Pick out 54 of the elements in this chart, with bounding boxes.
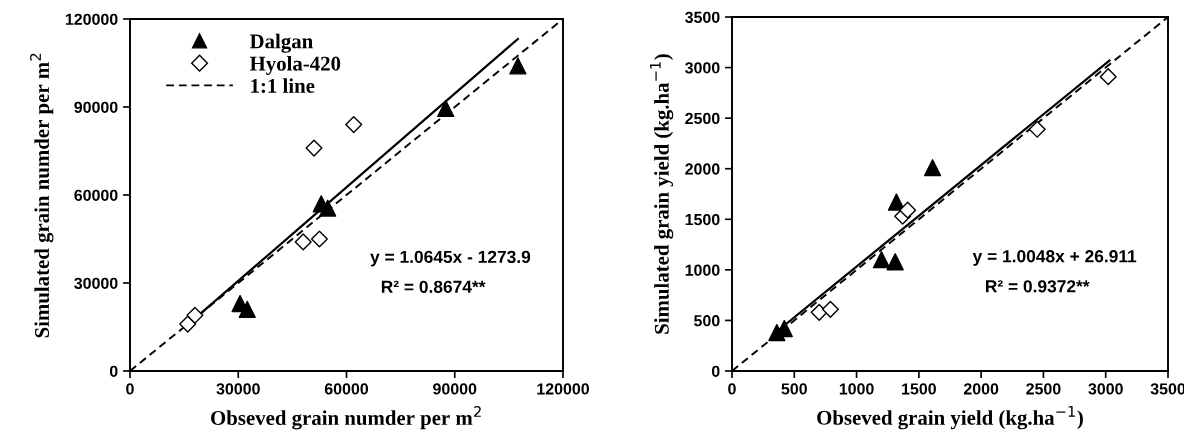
y-tick-label: 1000 (685, 264, 720, 276)
x-tick-label: 1000 (839, 383, 874, 395)
x-axis-title: Obseved grain yield (kg.ha$^{−1}$) (817, 406, 1083, 430)
legend-label: 1:1 line (251, 78, 315, 93)
x-tick-label: 60000 (324, 383, 369, 395)
annotation: R² = 0.8674** (381, 280, 486, 293)
y-axis-title: Simulated grain numder per m$^{2}$ (30, 53, 54, 338)
annotation: R² = 0.9372** (986, 280, 1090, 293)
legend-label: Hyola-420 (249, 56, 341, 75)
point (437, 99, 455, 118)
point (238, 300, 256, 319)
x-tick-label: 0 (728, 383, 736, 395)
y-tick-label: 0 (109, 365, 118, 377)
y-tick-label: 3500 (685, 11, 720, 23)
y-tick-label: 0 (711, 365, 720, 377)
point (821, 300, 839, 318)
point (1028, 120, 1046, 138)
y-axis-title: Simulated grain yield (kg.ha$^{−1}$) (650, 54, 674, 334)
x-axis-title: Obseved grain numder per m$^{2}$ (211, 406, 481, 430)
x-tick-label: 2500 (1026, 383, 1061, 395)
point (886, 253, 904, 271)
point (872, 251, 891, 269)
y-tick-label: 30000 (74, 277, 118, 289)
x-tick-label: 90000 (433, 383, 477, 395)
y-tick-label: 3000 (685, 62, 720, 74)
point (509, 57, 527, 75)
point (345, 116, 363, 134)
y-tick-label: 90000 (74, 101, 118, 113)
x-tick-label: 30000 (216, 383, 260, 395)
annotation: y = 1.0048x + 26.911 (972, 250, 1137, 266)
point (1099, 68, 1117, 86)
y-tick-label: 500 (694, 315, 720, 327)
y-tick-label: 2000 (685, 163, 720, 175)
y-tick-label: 2500 (685, 112, 720, 125)
x-tick-label: 3000 (1088, 383, 1123, 395)
point (923, 159, 942, 177)
annotation: y = 1.0645x - 1273.9 (370, 250, 531, 267)
x-tick-label: 2000 (963, 383, 999, 395)
x-tick-label: 500 (781, 383, 807, 395)
point (305, 139, 323, 157)
point (319, 199, 337, 217)
x-tick-label: 120000 (537, 383, 589, 395)
point (179, 315, 197, 333)
x-tick-label: 0 (126, 383, 134, 395)
point (294, 233, 312, 251)
y-tick-label: 1500 (685, 213, 720, 226)
x-tick-label: 1500 (902, 383, 936, 395)
legend-label: Dalgan (249, 33, 313, 53)
point (186, 306, 204, 324)
point (899, 201, 917, 219)
point (810, 303, 828, 321)
y-tick-label: 120000 (65, 13, 118, 25)
point (310, 230, 328, 248)
y-tick-label: 60000 (74, 189, 118, 201)
